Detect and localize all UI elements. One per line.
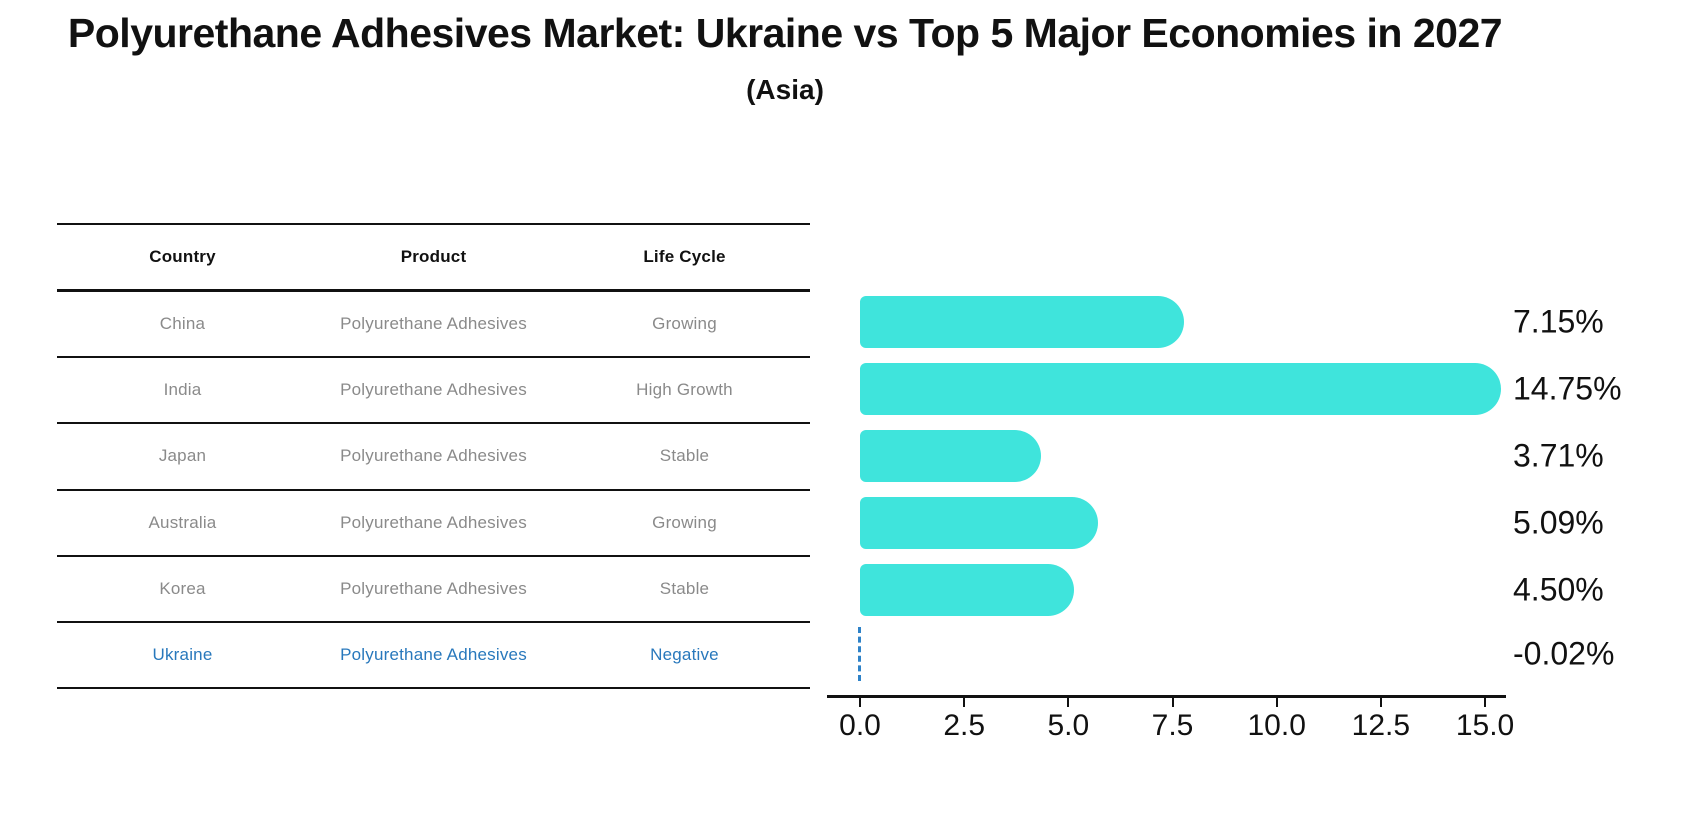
x-axis-tick [963, 698, 966, 707]
x-axis-tick-label: 5.0 [1047, 709, 1090, 742]
table-row: Ukraine Polyurethane Adhesives Negative [57, 623, 810, 689]
x-axis-tick [859, 698, 861, 707]
table-row: Korea Polyurethane Adhesives Stable [57, 557, 810, 623]
cell-country: India [163, 380, 202, 400]
cell-country: China [159, 314, 206, 334]
cell-country: Ukraine [152, 644, 213, 664]
x-axis-line [827, 695, 1506, 698]
bar-japan [860, 430, 1041, 482]
x-axis-tick [1484, 698, 1487, 707]
x-axis-tick [1067, 698, 1070, 707]
cell-country: Australia [148, 512, 217, 532]
x-axis-tick-label: 7.5 [1151, 709, 1194, 742]
x-axis-tick [1275, 698, 1278, 707]
bar-value-label: 4.50% [1513, 571, 1604, 608]
table-header-row: Country Product Life Cycle [57, 225, 810, 293]
table-row: Japan Polyurethane Adhesives Stable [57, 424, 810, 491]
cell-product: Polyurethane Adhesives [340, 512, 527, 532]
header-product: Product [400, 247, 467, 267]
bar-value-label: -0.02% [1513, 635, 1615, 672]
cell-product: Polyurethane Adhesives [340, 644, 527, 664]
country-table: Country Product Life Cycle China Polyure… [57, 223, 810, 689]
bar-value-label: 14.75% [1513, 370, 1622, 407]
x-axis-tick-label: 15.0 [1455, 709, 1515, 742]
bar-india [860, 363, 1501, 415]
header-life-cycle: Life Cycle [643, 247, 726, 267]
cell-product: Polyurethane Adhesives [340, 578, 527, 598]
x-axis-tick-label: 0.0 [839, 709, 881, 742]
cell-product: Polyurethane Adhesives [340, 446, 527, 466]
header-country: Country [149, 247, 216, 267]
bar-value-label: 3.71% [1513, 437, 1604, 474]
bar-value-label: 7.15% [1513, 303, 1604, 340]
cell-life-cycle: Growing [652, 512, 717, 532]
cell-life-cycle: Stable [659, 446, 710, 466]
cell-life-cycle: High Growth [636, 380, 733, 400]
cell-life-cycle: Growing [652, 314, 717, 334]
cell-life-cycle: Negative [650, 644, 719, 664]
x-axis-tick [1379, 698, 1382, 707]
x-axis-tick-label: 2.5 [943, 709, 986, 742]
bar-value-label: 5.09% [1513, 504, 1604, 541]
negative-bar-ukraine [858, 627, 861, 681]
bar-australia [860, 497, 1099, 549]
bar-china [860, 296, 1184, 348]
cell-life-cycle: Stable [659, 578, 710, 598]
x-axis-tick-label: 12.5 [1351, 709, 1411, 742]
table-row: India Polyurethane Adhesives High Growth [57, 358, 810, 425]
bar-korea [860, 564, 1074, 616]
cell-country: Japan [158, 446, 207, 466]
table-row: Australia Polyurethane Adhesives Growing [57, 491, 810, 557]
chart-subtitle: (Asia) [746, 74, 824, 105]
cell-country: Korea [159, 578, 206, 598]
x-axis-tick-label: 10.0 [1247, 709, 1306, 742]
cell-product: Polyurethane Adhesives [340, 314, 527, 334]
chart-title: Polyurethane Adhesives Market: Ukraine v… [67, 10, 1503, 56]
cell-product: Polyurethane Adhesives [340, 380, 527, 400]
x-axis-tick [1171, 698, 1174, 707]
table-row: China Polyurethane Adhesives Growing [57, 292, 810, 359]
